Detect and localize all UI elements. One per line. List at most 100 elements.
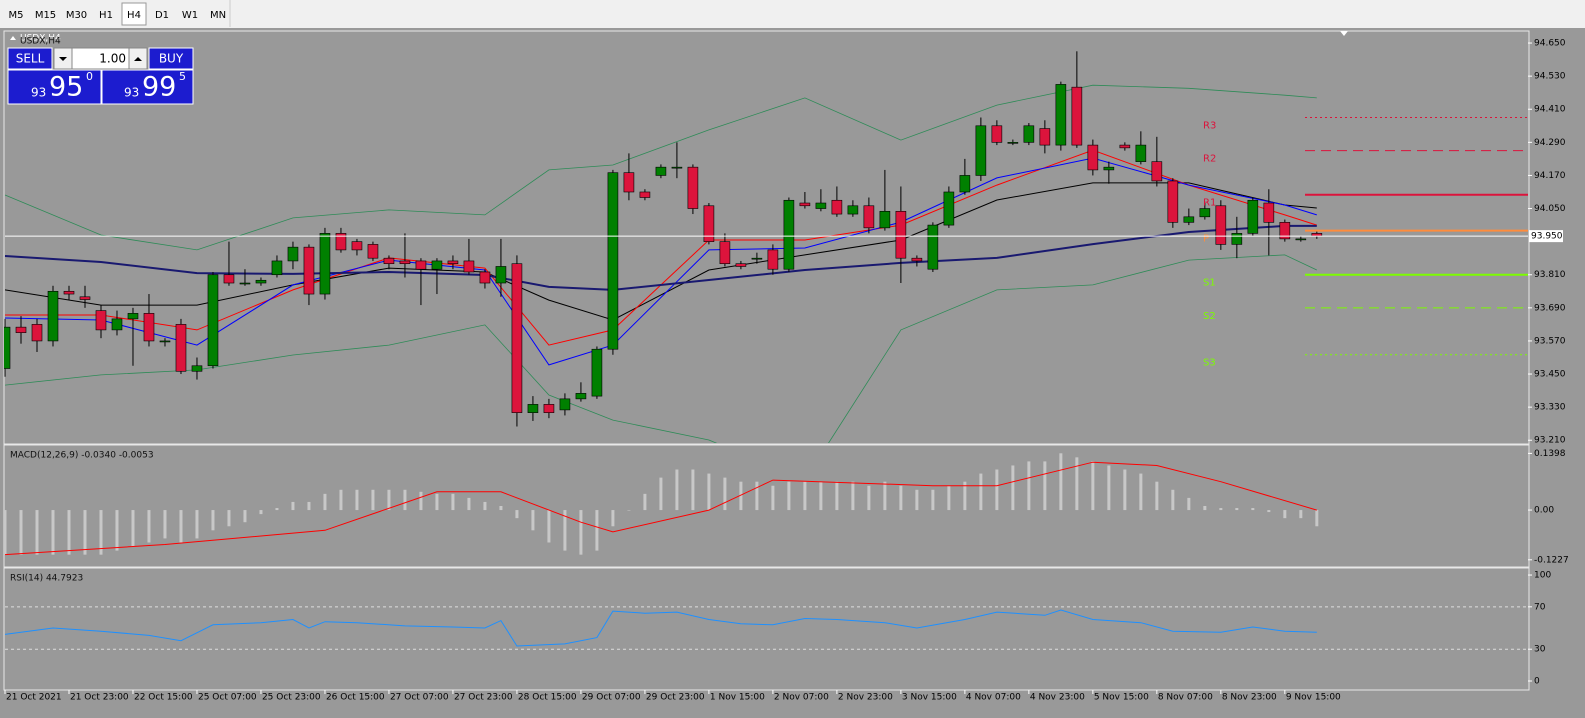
macd-bar	[1107, 465, 1111, 511]
macd-bar	[19, 510, 23, 555]
candle-body	[367, 244, 379, 259]
timeframe-label[interactable]: M5	[9, 10, 24, 21]
macd-bar	[1235, 508, 1239, 511]
sell-button[interactable]	[7, 47, 53, 70]
macd-bar	[1171, 489, 1175, 511]
y-tick-label: 94.650	[1534, 39, 1566, 49]
timeframe-button[interactable]	[178, 3, 202, 25]
candle-body	[863, 205, 875, 229]
timeframe-label[interactable]: W1	[182, 10, 198, 21]
candle-body	[399, 260, 411, 265]
macd-bar	[35, 510, 39, 555]
candle-body	[767, 249, 779, 270]
macd-bar	[435, 493, 439, 511]
candle-body	[719, 241, 731, 265]
candle-body	[383, 257, 395, 265]
timeframe-label[interactable]: H1	[99, 10, 113, 21]
timeframe-label[interactable]: M15	[35, 10, 56, 21]
candle-body	[15, 326, 27, 333]
candle-body	[1135, 144, 1147, 162]
timeframe-button[interactable]	[150, 3, 174, 25]
y-tick-label: 93.690	[1534, 303, 1566, 313]
macd-bar	[1043, 461, 1047, 511]
timeframe-button[interactable]	[32, 3, 59, 25]
macd-bar	[195, 510, 199, 539]
bid-main: 95	[49, 72, 83, 103]
candle-body	[895, 210, 907, 259]
y-tick-label: 0.1398	[1534, 449, 1566, 459]
candle-body	[543, 404, 555, 413]
macd-bar	[403, 489, 407, 511]
macd-bar	[1267, 510, 1271, 513]
macd-bar	[115, 510, 119, 551]
buy-button[interactable]	[148, 47, 194, 70]
timeframe-button[interactable]	[206, 3, 230, 25]
macd-bar	[931, 489, 935, 511]
candle-body	[703, 205, 715, 242]
macd-bar	[179, 510, 183, 543]
macd-bar	[1219, 508, 1223, 511]
timeframe-label[interactable]: H4	[127, 10, 141, 21]
macd-bar	[595, 510, 599, 551]
timeframe-button[interactable]	[4, 3, 28, 25]
macd-bar	[515, 510, 519, 519]
chart-title: USDX,H4	[20, 34, 61, 44]
timeframe-button[interactable]	[94, 3, 118, 25]
x-tick-label: 8 Nov 23:00	[1222, 693, 1277, 703]
chart-window	[0, 28, 1585, 718]
candle-body	[1263, 202, 1275, 223]
y-tick-label: 70	[1534, 602, 1546, 612]
indicator-line	[4, 84, 1317, 251]
macd-bar	[419, 491, 423, 511]
macd-bar	[723, 477, 727, 511]
macd-bar	[1315, 510, 1319, 527]
pane-title: MACD(12,26,9) -0.0340 -0.0053	[10, 451, 154, 461]
macd-bar	[67, 510, 71, 555]
candle-body	[783, 199, 795, 270]
macd-bar	[627, 510, 631, 511]
candle-body	[287, 246, 299, 262]
macd-bar	[1091, 461, 1095, 511]
buy-label[interactable]: BUY	[159, 52, 184, 66]
candle-body	[159, 340, 171, 343]
macd-bar	[1059, 453, 1063, 511]
candle-body	[799, 202, 811, 207]
macd-bar	[1283, 510, 1287, 519]
y-tick-label: 93.570	[1534, 336, 1566, 346]
x-tick-label: 21 Oct 23:00	[70, 693, 129, 703]
macd-bar	[339, 489, 343, 511]
lot-value[interactable]: 1.00	[99, 52, 126, 66]
x-tick-label: 4 Nov 23:00	[1030, 693, 1085, 703]
candle-body	[1119, 144, 1131, 149]
candle-body	[959, 175, 971, 193]
candle-body	[1231, 233, 1243, 245]
macd-bar	[979, 473, 983, 511]
macd-bar	[659, 477, 663, 511]
candle-body	[831, 199, 843, 215]
x-tick-label: 26 Oct 15:00	[326, 693, 385, 703]
timeframe-label[interactable]: M30	[66, 10, 87, 21]
sell-label[interactable]: SELL	[16, 52, 45, 66]
candle-body	[1279, 222, 1291, 240]
bid-box[interactable]	[7, 69, 102, 105]
macd-bar	[819, 481, 823, 511]
macd-bar	[531, 510, 535, 531]
macd-pane	[4, 453, 1319, 556]
x-tick-label: 25 Oct 23:00	[262, 693, 321, 703]
macd-bar	[1139, 473, 1143, 511]
candle-body	[4, 326, 11, 369]
candle-body	[815, 202, 827, 209]
x-tick-label: 5 Nov 15:00	[1094, 693, 1149, 703]
candle-body	[671, 166, 683, 169]
ask-box[interactable]	[101, 69, 194, 105]
timeframe-button[interactable]	[121, 2, 147, 26]
macd-bar	[99, 510, 103, 555]
timeframe-label[interactable]: MN	[210, 10, 226, 21]
x-tick-label: 3 Nov 15:00	[902, 693, 957, 703]
timeframe-label[interactable]: D1	[155, 10, 169, 21]
macd-bar	[131, 510, 135, 547]
macd-bar	[483, 501, 487, 511]
timeframe-button[interactable]	[63, 3, 90, 25]
x-tick-label: 2 Nov 07:00	[774, 693, 829, 703]
pivot-label: R2	[1203, 154, 1216, 165]
